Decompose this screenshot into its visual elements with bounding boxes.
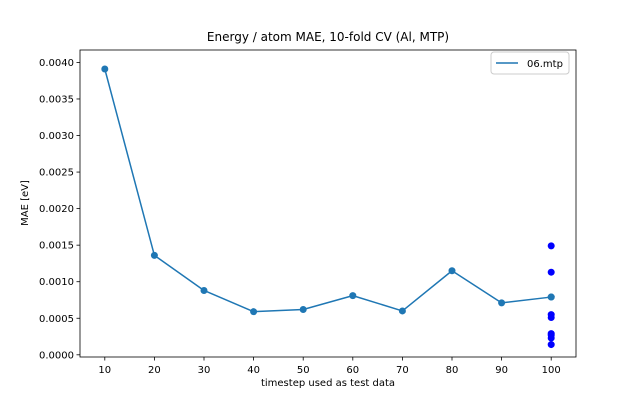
extra-point: [547, 242, 555, 250]
x-tick-label: 90: [495, 365, 508, 376]
plot-area: 10 20 30 40 50 60 70 80 90 100 0.0000 0.0005 0.0010 0…: [39, 49, 577, 376]
extra-point: [547, 334, 555, 342]
axes-frame: [79, 49, 577, 358]
y-tick-label: 0.0010: [39, 277, 74, 288]
y-tick-label: 0.0015: [39, 241, 74, 252]
x-tick-label: 20: [148, 365, 161, 376]
y-tick-label: 0.0030: [39, 131, 74, 142]
series-point: [299, 305, 307, 313]
extra-point: [547, 341, 555, 349]
x-tick-label: 60: [346, 365, 359, 376]
x-tick-label: 100: [542, 365, 561, 376]
legend-label-06-mtp: 06.mtp: [527, 59, 563, 70]
legend: 06.mtp: [490, 51, 570, 75]
x-tick-label: 50: [297, 365, 310, 376]
series-point: [448, 267, 456, 275]
y-tick-label: 0.0035: [39, 94, 74, 105]
y-tick-label: 0.0005: [39, 314, 74, 325]
series-point: [200, 286, 208, 294]
x-axis-label: timestep used as test data: [261, 378, 395, 389]
y-tick-label: 0.0020: [39, 204, 74, 215]
series-point: [498, 299, 506, 307]
legend-box: [490, 51, 570, 75]
series-point: [250, 308, 258, 316]
y-tick-label: 0.0000: [39, 350, 74, 361]
x-tick-label: 10: [98, 365, 111, 376]
series-point: [547, 293, 555, 301]
y-axis-label: MAE [eV]: [20, 180, 31, 226]
series-point: [150, 251, 158, 259]
chart-title: Energy / atom MAE, 10-fold CV (Al, MTP): [207, 30, 449, 44]
extra-point: [547, 314, 555, 322]
series-point: [398, 307, 406, 315]
y-tick-label: 0.0025: [39, 168, 74, 179]
x-tick-label: 80: [446, 365, 459, 376]
extra-point: [547, 268, 555, 276]
x-tick-label: 40: [247, 365, 260, 376]
series-point: [101, 65, 109, 73]
series-point: [349, 292, 357, 300]
x-tick-label: 70: [396, 365, 409, 376]
series-line-0: [104, 68, 552, 313]
y-tick-label: 0.0040: [39, 58, 74, 69]
x-tick-label: 30: [198, 365, 211, 376]
